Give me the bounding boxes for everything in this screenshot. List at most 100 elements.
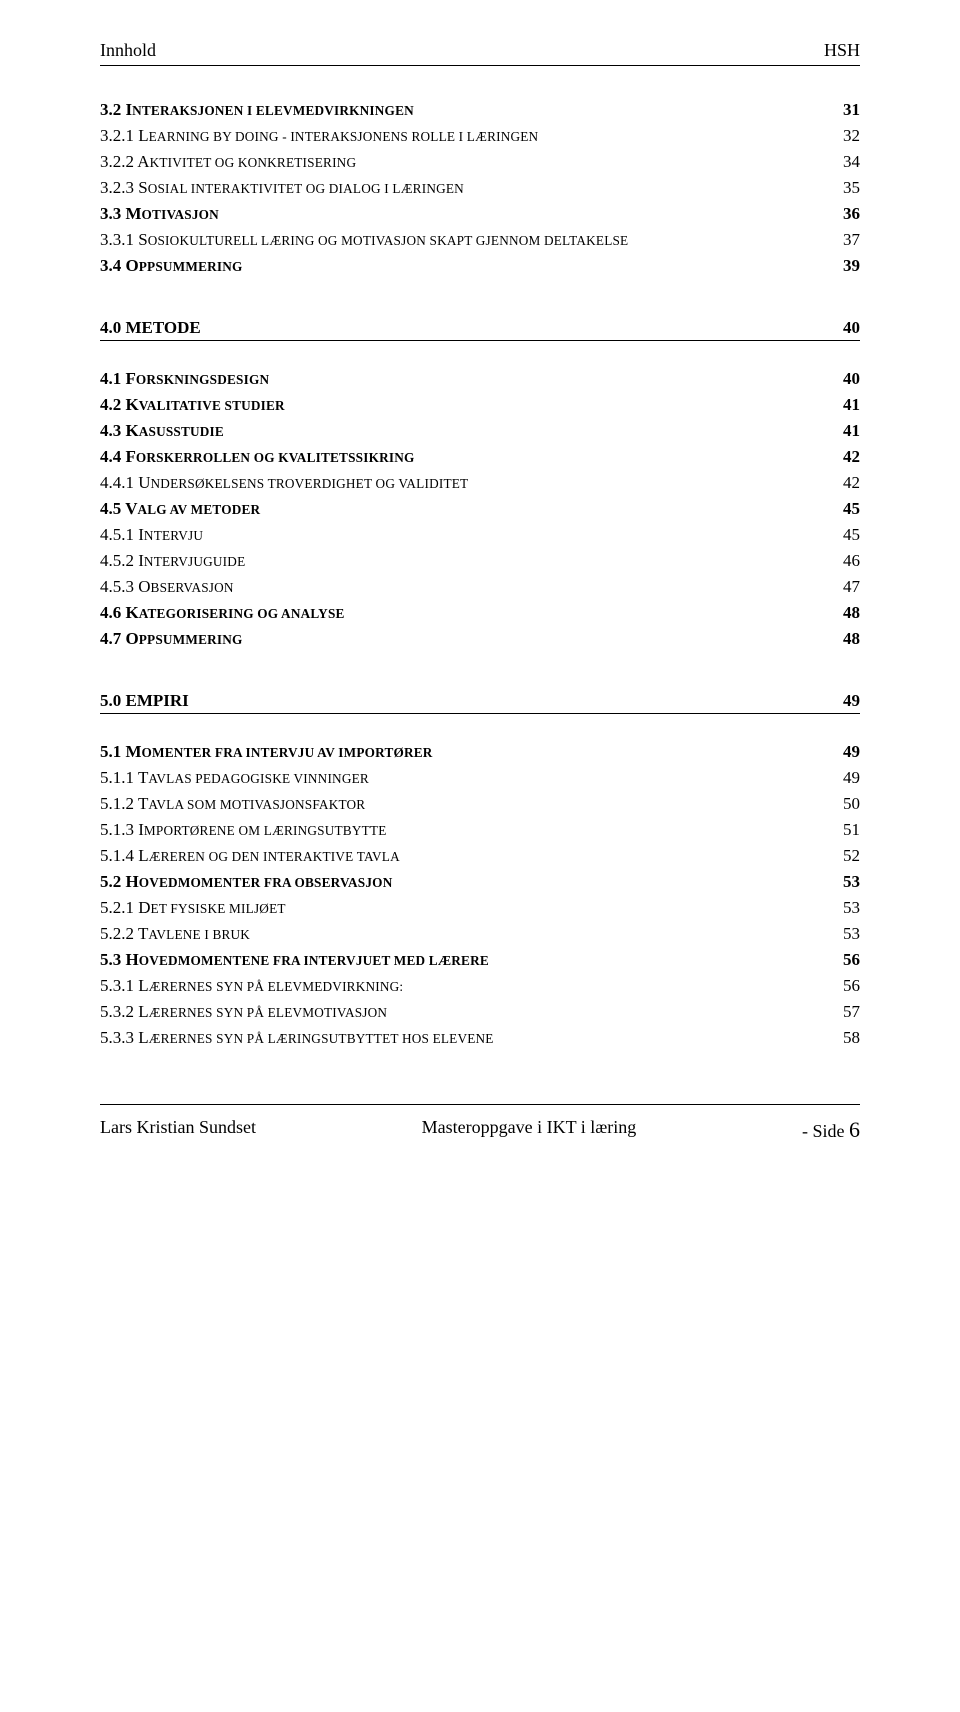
toc-entry: 3.2.1 LEARNING BY DOING - INTERAKSJONENS… [100, 126, 860, 146]
toc-label: 5.3.3 LÆRERNES SYN PÅ LÆRINGSUTBYTTET HO… [100, 1028, 823, 1048]
section-heading-empiri: 5.0 EMPIRI 49 [100, 691, 860, 714]
toc-entry: 3.4 OPPSUMMERING39 [100, 256, 860, 276]
toc-label: 5.1 MOMENTER FRA INTERVJU AV IMPORTØRER [100, 742, 823, 762]
toc-label: 5.2.1 DET FYSISKE MILJØET [100, 898, 823, 918]
toc-entry: 5.3.3 LÆRERNES SYN PÅ LÆRINGSUTBYTTET HO… [100, 1028, 860, 1048]
footer-center: Masteroppgave i IKT i læring [422, 1117, 637, 1143]
toc-label: 4.6 KATEGORISERING OG ANALYSE [100, 603, 823, 623]
toc-page: 56 [823, 976, 860, 996]
toc-label: 3.3 MOTIVASJON [100, 204, 823, 224]
toc-entry: 3.3 MOTIVASJON36 [100, 204, 860, 224]
toc-label: 4.7 OPPSUMMERING [100, 629, 823, 649]
toc-entry: 5.3.1 LÆRERNES SYN PÅ ELEVMEDVIRKNING:56 [100, 976, 860, 996]
toc-label: 4.5 VALG AV METODER [100, 499, 823, 519]
header-rule [100, 65, 860, 66]
toc-page: 50 [823, 794, 860, 814]
toc-page: 46 [823, 551, 860, 571]
toc-label: 5.1.4 LÆREREN OG DEN INTERAKTIVE TAVLA [100, 846, 823, 866]
toc-page: 32 [823, 126, 860, 146]
toc-label: 5.3.1 LÆRERNES SYN PÅ ELEVMEDVIRKNING: [100, 976, 823, 996]
toc-page: 34 [823, 152, 860, 172]
toc-page: 52 [823, 846, 860, 866]
toc-entry: 4.1 FORSKNINGSDESIGN40 [100, 369, 860, 389]
toc-entry: 4.5.3 OBSERVASJON47 [100, 577, 860, 597]
toc-label: 5.3.2 LÆRERNES SYN PÅ ELEVMOTIVASJON [100, 1002, 823, 1022]
toc-label: 5.1.3 IMPORTØRENE OM LÆRINGSUTBYTTE [100, 820, 823, 840]
page-header: Innhold HSH [100, 40, 860, 61]
toc-page: 39 [823, 256, 860, 276]
header-left: Innhold [100, 40, 156, 61]
toc-page: 53 [823, 872, 860, 892]
toc-entry: 4.5.2 INTERVJUGUIDE46 [100, 551, 860, 571]
toc-page: 42 [823, 447, 860, 467]
toc-entry: 5.1.1 TAVLAS PEDAGOGISKE VINNINGER49 [100, 768, 860, 788]
toc-entry: 5.1.2 TAVLA SOM MOTIVASJONSFAKTOR50 [100, 794, 860, 814]
toc-label: 3.2 INTERAKSJONEN I ELEVMEDVIRKNINGEN [100, 100, 823, 120]
toc-label: 5.2.2 TAVLENE I BRUK [100, 924, 823, 944]
toc-label: 5.1.1 TAVLAS PEDAGOGISKE VINNINGER [100, 768, 823, 788]
footer-rule [100, 1104, 860, 1105]
toc-entry: 4.4 FORSKERROLLEN OG KVALITETSSIKRING42 [100, 447, 860, 467]
toc-label: 4.3 KASUSSTUDIE [100, 421, 823, 441]
toc-label: 3.2.2 AKTIVITET OG KONKRETISERING [100, 152, 823, 172]
toc-entry: 3.2.2 AKTIVITET OG KONKRETISERING34 [100, 152, 860, 172]
toc-entry: 4.4.1 UNDERSØKELSENS TROVERDIGHET OG VAL… [100, 473, 860, 493]
toc-page: 53 [823, 924, 860, 944]
toc-entry: 5.2.2 TAVLENE I BRUK53 [100, 924, 860, 944]
toc-label: 4.5.3 OBSERVASJON [100, 577, 823, 597]
section-title: 5.0 EMPIRI [100, 691, 189, 711]
toc-page: 51 [823, 820, 860, 840]
toc-page: 36 [823, 204, 860, 224]
toc-entry: 5.1.4 LÆREREN OG DEN INTERAKTIVE TAVLA52 [100, 846, 860, 866]
toc-label: 3.3.1 SOSIOKULTURELL LÆRING OG MOTIVASJO… [100, 230, 823, 250]
toc-label: 5.3 HOVEDMOMENTENE FRA INTERVJUET MED LÆ… [100, 950, 823, 970]
toc-label: 4.2 KVALITATIVE STUDIER [100, 395, 823, 415]
toc-label: 4.4.1 UNDERSØKELSENS TROVERDIGHET OG VAL… [100, 473, 823, 493]
section-page: 49 [843, 691, 860, 711]
toc-page: 41 [823, 421, 860, 441]
toc-page: 37 [823, 230, 860, 250]
toc-page: 45 [823, 499, 860, 519]
toc-page: 49 [823, 768, 860, 788]
header-right: HSH [824, 40, 860, 61]
toc-label: 5.2 HOVEDMOMENTER FRA OBSERVASJON [100, 872, 823, 892]
toc-page: 56 [823, 950, 860, 970]
toc-entry: 3.2 INTERAKSJONEN I ELEVMEDVIRKNINGEN31 [100, 100, 860, 120]
toc-label: 3.2.3 SOSIAL INTERAKTIVITET OG DIALOG I … [100, 178, 823, 198]
toc-entry: 4.5.1 INTERVJU45 [100, 525, 860, 545]
toc-page: 45 [823, 525, 860, 545]
toc-page: 40 [823, 369, 860, 389]
toc-page: 48 [823, 603, 860, 623]
footer-author: Lars Kristian Sundset [100, 1117, 256, 1143]
toc-entry: 4.7 OPPSUMMERING48 [100, 629, 860, 649]
toc-page: 48 [823, 629, 860, 649]
toc-entry: 3.2.3 SOSIAL INTERAKTIVITET OG DIALOG I … [100, 178, 860, 198]
toc-entry: 5.1 MOMENTER FRA INTERVJU AV IMPORTØRER4… [100, 742, 860, 762]
toc-page: 41 [823, 395, 860, 415]
toc-entry: 5.2 HOVEDMOMENTER FRA OBSERVASJON53 [100, 872, 860, 892]
toc-block: 3.2 INTERAKSJONEN I ELEVMEDVIRKNINGEN313… [100, 100, 860, 276]
toc-entry: 4.5 VALG AV METODER45 [100, 499, 860, 519]
toc-entry: 4.2 KVALITATIVE STUDIER41 [100, 395, 860, 415]
toc-page: 35 [823, 178, 860, 198]
toc-entry: 5.2.1 DET FYSISKE MILJØET53 [100, 898, 860, 918]
toc-entry: 5.1.3 IMPORTØRENE OM LÆRINGSUTBYTTE51 [100, 820, 860, 840]
toc-entry: 5.3.2 LÆRERNES SYN PÅ ELEVMOTIVASJON57 [100, 1002, 860, 1022]
toc-entry: 3.3.1 SOSIOKULTURELL LÆRING OG MOTIVASJO… [100, 230, 860, 250]
toc-label: 4.5.1 INTERVJU [100, 525, 823, 545]
page-footer: Lars Kristian Sundset Masteroppgave i IK… [100, 1117, 860, 1143]
toc-page: 47 [823, 577, 860, 597]
section-page: 40 [843, 318, 860, 338]
toc-label: 4.4 FORSKERROLLEN OG KVALITETSSIKRING [100, 447, 823, 467]
toc-page: 53 [823, 898, 860, 918]
section-heading-metode: 4.0 METODE 40 [100, 318, 860, 341]
toc-label: 4.5.2 INTERVJUGUIDE [100, 551, 823, 571]
toc-block: 4.1 FORSKNINGSDESIGN40 4.2 KVALITATIVE ST… [100, 369, 860, 649]
toc-entry: 4.3 KASUSSTUDIE41 [100, 421, 860, 441]
toc-entry: 5.3 HOVEDMOMENTENE FRA INTERVJUET MED LÆ… [100, 950, 860, 970]
toc-page: 42 [823, 473, 860, 493]
toc-entry: 4.6 KATEGORISERING OG ANALYSE48 [100, 603, 860, 623]
toc-label: 3.2.1 LEARNING BY DOING - INTERAKSJONENS… [100, 126, 823, 146]
section-title: 4.0 METODE [100, 318, 201, 338]
toc-page: 58 [823, 1028, 860, 1048]
